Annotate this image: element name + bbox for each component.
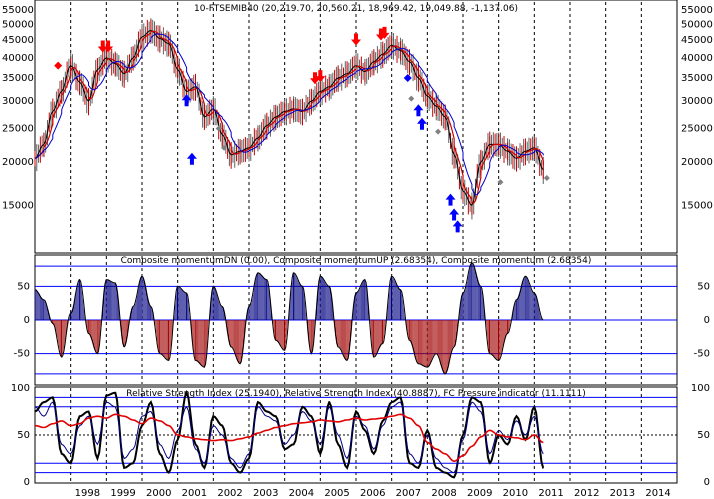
price-y-tick-left: 15000 [2, 200, 34, 211]
x-axis-year-label: 1999 [110, 488, 135, 499]
x-axis-year-label: 2007 [396, 488, 421, 499]
sell-arrow-marker [309, 72, 320, 85]
x-axis-year-label: 2005 [324, 488, 349, 499]
x-axis-year-label: 2006 [360, 488, 385, 499]
x-axis-year-label: 2014 [645, 488, 670, 499]
momentum-y-tick-left: 50 [17, 281, 30, 292]
rsi-y-tick-right: 0 [704, 477, 710, 488]
signal-diamond-marker [221, 144, 228, 151]
buy-arrow-marker [445, 193, 456, 206]
momentum-y-tick-left: 0 [24, 315, 30, 326]
price-ma-short [34, 30, 544, 204]
price-y-tick-right: 35000 [681, 73, 713, 84]
rsi-y-tick-left: 50 [17, 430, 30, 441]
price-y-tick-left: 40000 [2, 53, 34, 64]
price-y-tick-right: 50000 [681, 19, 713, 30]
signal-diamond-marker [497, 179, 504, 186]
price-y-tick-left: 50000 [2, 19, 34, 30]
momentum-y-tick-right: 50 [697, 281, 710, 292]
price-ma-long [34, 33, 544, 196]
x-axis-year-label: 2008 [431, 488, 456, 499]
x-axis-year-label: 2009 [467, 488, 492, 499]
buy-arrow-marker [449, 208, 460, 221]
rsi-y-tick-right: 100 [691, 383, 710, 394]
price-y-tick-left: 35000 [2, 73, 34, 84]
sell-arrow-marker [97, 40, 108, 53]
rsi-chart-title: Relative Strength Index (25.1940), Relat… [126, 389, 585, 399]
price-y-tick-left: 30000 [2, 96, 34, 107]
price-y-tick-right: 20000 [681, 157, 713, 168]
price-panel [34, 18, 550, 233]
rsi-y-tick-left: 0 [24, 477, 30, 488]
buy-arrow-marker [416, 117, 427, 130]
momentum-y-tick-right: -50 [694, 349, 710, 360]
price-line [34, 29, 544, 207]
x-axis-year-label: 2010 [503, 488, 528, 499]
sell-arrow-marker [103, 40, 114, 53]
rsi-series-line-2 [34, 413, 544, 463]
sell-arrow-marker [315, 70, 326, 83]
x-axis-year-label: 2013 [610, 488, 635, 499]
price-y-tick-right: 30000 [681, 96, 713, 107]
x-axis-year-label: 2002 [217, 488, 242, 499]
buy-arrow-marker [181, 94, 192, 107]
x-axis-year-label: 2003 [253, 488, 278, 499]
buy-arrow-marker [413, 104, 424, 117]
x-axis-year-label: 2000 [146, 488, 171, 499]
momentum-line [34, 262, 544, 375]
price-panel-border [34, 0, 678, 254]
x-axis-year-label: 2001 [182, 488, 207, 499]
momentum-y-tick-right: 0 [704, 315, 710, 326]
sell-arrow-marker [379, 26, 390, 39]
price-y-tick-left: 45000 [2, 35, 34, 46]
rsi-panel [34, 389, 545, 479]
x-axis-year-label: 2004 [289, 488, 314, 499]
rsi-y-tick-right: 50 [697, 430, 710, 441]
price-chart-title: 10-FTSEMIB40 (20,219.70, 20,560.21, 18,9… [194, 4, 518, 14]
momentum-panel [34, 262, 544, 375]
price-y-tick-right: 45000 [681, 35, 713, 46]
signal-diamond-marker [408, 95, 415, 102]
rsi-y-tick-left: 100 [11, 383, 30, 394]
signal-diamond-marker [435, 128, 442, 135]
price-y-tick-right: 40000 [681, 53, 713, 64]
price-y-tick-right: 15000 [681, 200, 713, 211]
buy-arrow-marker [452, 220, 463, 233]
signal-diamond-marker [543, 174, 550, 181]
x-axis-year-label: 2011 [538, 488, 563, 499]
signal-diamond-marker [403, 73, 412, 82]
momentum-y-tick-left: -50 [14, 349, 30, 360]
price-y-tick-left: 25000 [2, 124, 34, 135]
momentum-chart-title: Composite momentumDN (0.00), Composite m… [121, 256, 592, 266]
price-y-tick-right: 55000 [681, 5, 713, 16]
price-y-tick-right: 25000 [681, 124, 713, 135]
x-axis-year-label: 2012 [574, 488, 599, 499]
x-axis-year-label: 1998 [75, 488, 100, 499]
year-gridlines [70, 2, 642, 482]
signal-diamond-marker [54, 61, 63, 70]
price-y-tick-left: 20000 [2, 157, 34, 168]
buy-arrow-marker [186, 152, 197, 165]
signal-diamond-marker [215, 125, 222, 132]
price-y-tick-left: 55000 [2, 5, 34, 16]
sell-arrow-marker [351, 33, 361, 46]
rsi-series-line-1 [34, 401, 544, 474]
